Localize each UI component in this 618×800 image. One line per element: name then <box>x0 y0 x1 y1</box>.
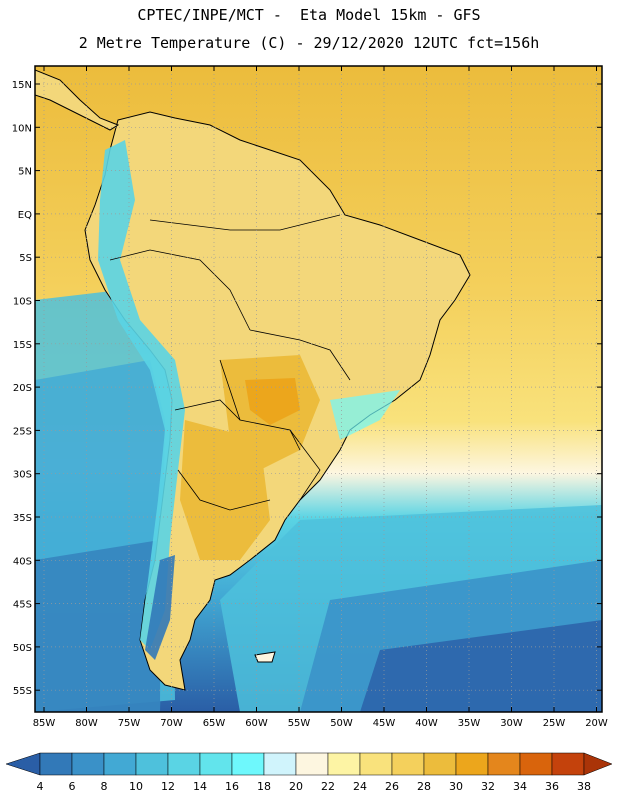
lon-label: 50W <box>330 718 353 729</box>
andes-cold <box>98 140 185 650</box>
colorbar-swatch <box>39 752 73 776</box>
colorbar-swatch <box>263 752 297 776</box>
colorbar-label: 6 <box>69 780 76 793</box>
colorbar-label: 28 <box>417 780 431 793</box>
colorbar-swatch <box>359 752 393 776</box>
colorbar-label: 20 <box>289 780 303 793</box>
lat-label: 10S <box>13 297 32 308</box>
colorbar-swatch <box>487 752 521 776</box>
colorbar-label: 36 <box>545 780 559 793</box>
country-borders <box>109 214 351 511</box>
lon-label: 70W <box>160 718 183 729</box>
lat-label: 5S <box>19 253 32 264</box>
colorbar-max-arrow <box>583 752 613 776</box>
colorbar-swatch <box>231 752 265 776</box>
colorbar-label: 34 <box>513 780 527 793</box>
temperature-map: 15N 10N 5N EQ 5S 10S 15S 20S 25S 30S 35S 40S 45S 50S 5… <box>12 65 608 729</box>
atlantic-coldest-band <box>360 620 602 712</box>
lon-label: 55W <box>288 718 311 729</box>
argentina-warm <box>180 420 270 560</box>
colorbar-swatch <box>103 752 137 776</box>
central-america-land <box>35 69 120 131</box>
colorbar-swatch <box>391 752 425 776</box>
lon-label: 20W <box>585 718 608 729</box>
lon-label: 75W <box>118 718 141 729</box>
colorbar-label: 16 <box>225 780 239 793</box>
colorbar-swatch <box>135 752 169 776</box>
colorbar-label: 8 <box>101 780 108 793</box>
chart-title: CPTEC/INPE/MCT - Eta Model 15km - GFS <box>137 6 481 24</box>
colorbar-labels: 4 6 8 10 12 14 16 18 20 22 24 26 28 30 32 34 36 38 <box>37 780 592 793</box>
lat-label: 15S <box>13 340 32 351</box>
colorbar-swatch <box>71 752 105 776</box>
lon-label: 40W <box>415 718 438 729</box>
lat-label: 35S <box>13 513 32 524</box>
lat-label: 30S <box>13 470 32 481</box>
lat-label: 5N <box>18 167 32 178</box>
axis-ticks <box>35 66 602 712</box>
colorbar-label: 4 <box>37 780 44 793</box>
lon-label: 45W <box>373 718 396 729</box>
lon-label: 30W <box>500 718 523 729</box>
colorbar-label: 38 <box>577 780 591 793</box>
lat-lon-grid <box>35 66 602 712</box>
colorbar-swatch <box>519 752 553 776</box>
colorbar-swatch <box>327 752 361 776</box>
lon-label: 25W <box>543 718 566 729</box>
colorbar-label: 10 <box>129 780 143 793</box>
colorbar-swatch <box>167 752 201 776</box>
lat-label: 20S <box>13 383 32 394</box>
lat-label: 55S <box>13 686 32 697</box>
lat-label: 10N <box>12 123 32 134</box>
lat-label: EQ <box>18 210 32 221</box>
hottest-core <box>245 378 300 425</box>
patagonia-andes-cold <box>145 555 175 660</box>
longitude-labels: 85W 80W 75W 70W 65W 60W 55W 50W 45W 40W 35W 30W 25W 2… <box>33 718 608 729</box>
colorbar-label: 32 <box>481 780 495 793</box>
lat-label: 25S <box>13 426 32 437</box>
lon-label: 60W <box>245 718 268 729</box>
lon-label: 65W <box>203 718 226 729</box>
map-frame <box>34 65 603 713</box>
lon-label: 35W <box>458 718 481 729</box>
colorbar-swatch <box>423 752 457 776</box>
colorbar-label: 30 <box>449 780 463 793</box>
map-field <box>35 66 602 712</box>
colorbar-label: 26 <box>385 780 399 793</box>
lon-label: 80W <box>75 718 98 729</box>
colorbar-swatches <box>5 752 613 776</box>
colorbar-label: 12 <box>161 780 175 793</box>
colorbar-min-arrow <box>5 752 41 776</box>
lat-label: 45S <box>13 600 32 611</box>
latitude-labels: 15N 10N 5N EQ 5S 10S 15S 20S 25S 30S 35S 40S 45S 50S 5… <box>12 80 32 697</box>
colorbar-swatch <box>455 752 489 776</box>
southeast-cool <box>330 390 400 440</box>
colorbar-swatch <box>551 752 585 776</box>
falkland-islands <box>254 651 276 663</box>
colorbar-label: 22 <box>321 780 335 793</box>
lat-label: 15N <box>12 80 32 91</box>
colorbar-label: 18 <box>257 780 271 793</box>
colorbar-label: 14 <box>193 780 207 793</box>
colorbar-swatch <box>199 752 233 776</box>
colorbar: 4 6 8 10 12 14 16 18 20 22 24 26 28 30 32 34 36 38 <box>5 752 613 793</box>
chart-subtitle: 2 Metre Temperature (C) - 29/12/2020 12U… <box>78 34 540 52</box>
lat-label: 50S <box>13 643 32 654</box>
colorbar-label: 24 <box>353 780 367 793</box>
colorbar-swatch <box>295 752 329 776</box>
lon-label: 85W <box>33 718 56 729</box>
lat-label: 40S <box>13 556 32 567</box>
